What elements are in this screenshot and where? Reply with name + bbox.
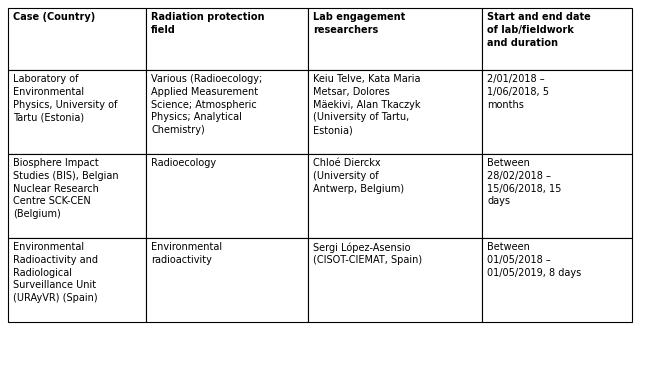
Text: Case (Country): Case (Country) (13, 12, 95, 22)
Text: Start and end date
of lab/fieldwork
and duration: Start and end date of lab/fieldwork and … (487, 12, 591, 47)
Text: Various (Radioecology;
Applied Measurement
Science; Atmospheric
Physics; Analyti: Various (Radioecology; Applied Measureme… (151, 74, 262, 135)
Bar (308, 238, 482, 322)
Text: Sergi López-Asensio
(CISOT-CIEMAT, Spain): Sergi López-Asensio (CISOT-CIEMAT, Spain… (313, 242, 422, 265)
Text: 2/01/2018 –
1/06/2018, 5
months: 2/01/2018 – 1/06/2018, 5 months (487, 74, 549, 109)
Bar (482, 8, 632, 70)
Bar (308, 154, 482, 238)
Text: Between
28/02/2018 –
15/06/2018, 15
days: Between 28/02/2018 – 15/06/2018, 15 days (487, 158, 562, 206)
Text: Chloé Dierckx
(University of
Antwerp, Belgium): Chloé Dierckx (University of Antwerp, Be… (313, 158, 404, 194)
Bar (146, 238, 308, 322)
Bar (482, 238, 632, 322)
Bar (146, 8, 308, 70)
Bar (8, 8, 146, 70)
Bar (482, 70, 632, 154)
Text: Radioecology: Radioecology (151, 158, 216, 168)
Text: Between
01/05/2018 –
01/05/2019, 8 days: Between 01/05/2018 – 01/05/2019, 8 days (487, 242, 581, 278)
Bar (8, 238, 146, 322)
Text: Laboratory of
Environmental
Physics, University of
Tartu (Estonia): Laboratory of Environmental Physics, Uni… (13, 74, 117, 122)
Bar (146, 154, 308, 238)
Text: Biosphere Impact
Studies (BIS), Belgian
Nuclear Research
Centre SCK-CEN
(Belgium: Biosphere Impact Studies (BIS), Belgian … (13, 158, 119, 219)
Text: Lab engagement
researchers: Lab engagement researchers (313, 12, 405, 35)
Text: Keiu Telve, Kata Maria
Metsar, Dolores
Mäekivi, Alan Tkaczyk
(University of Tart: Keiu Telve, Kata Maria Metsar, Dolores M… (313, 74, 420, 135)
Bar (8, 70, 146, 154)
Bar (308, 8, 482, 70)
Text: Environmental
Radioactivity and
Radiological
Surveillance Unit
(URAyVR) (Spain): Environmental Radioactivity and Radiolog… (13, 242, 98, 303)
Bar (8, 154, 146, 238)
Text: Radiation protection
field: Radiation protection field (151, 12, 265, 35)
Text: Environmental
radioactivity: Environmental radioactivity (151, 242, 222, 265)
Bar (482, 154, 632, 238)
Bar (146, 70, 308, 154)
Bar (308, 70, 482, 154)
